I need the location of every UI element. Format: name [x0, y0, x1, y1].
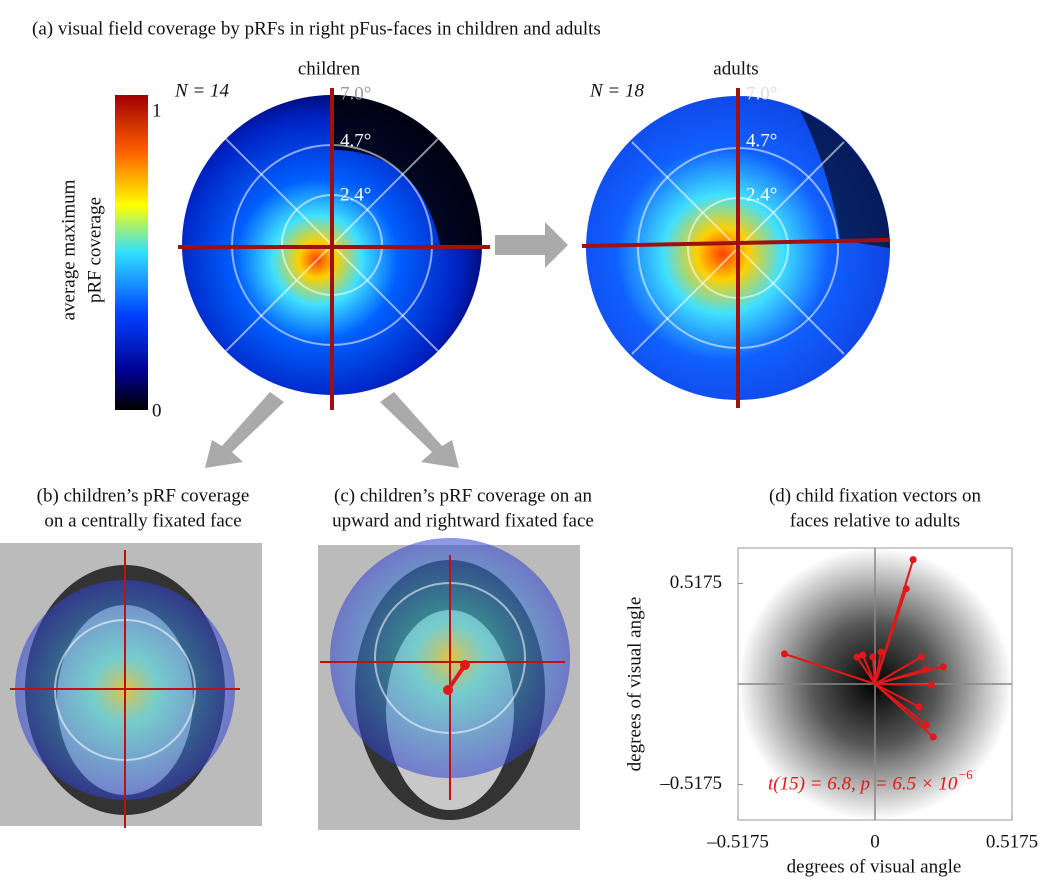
panel-d-title: faces relative to adults	[790, 510, 960, 531]
colorbar-label: average maximum	[58, 179, 79, 320]
y-tick-label: –0.5175	[659, 773, 722, 794]
vector-tip	[903, 585, 910, 592]
panel-a-title: (a) visual field coverage by pRFs in rig…	[32, 18, 601, 39]
colorbar-tick: 1	[152, 100, 162, 121]
adults-map	[582, 88, 890, 408]
arrow	[495, 222, 568, 268]
x-tick-label: –0.5175	[706, 831, 769, 852]
face-b	[0, 543, 262, 828]
vector-tip	[910, 556, 917, 563]
vector-tip	[916, 703, 923, 710]
panel-c-title: (c) children’s pRF coverage on an	[334, 485, 592, 506]
vector-tip	[869, 653, 876, 660]
face-c	[318, 538, 580, 830]
colorbar	[115, 95, 148, 410]
group-label: children	[298, 58, 361, 79]
vector-tip	[928, 681, 935, 688]
colorbar-tick: 0	[152, 400, 162, 421]
vector-tip	[878, 648, 885, 655]
ring-label: 2.4°	[340, 184, 371, 205]
panel-d-title: (d) child fixation vectors on	[769, 485, 982, 506]
ring-label: 7.0°	[340, 83, 371, 104]
panel-c-title: upward and rightward fixated face	[332, 510, 594, 531]
figure: (a) visual field coverage by pRFs in rig…	[0, 0, 1040, 881]
vector-tip	[930, 734, 937, 741]
ring-label: 4.7°	[340, 130, 371, 151]
ring-label: 7.0°	[746, 83, 777, 104]
n-label: N = 14	[174, 80, 229, 101]
ring-label: 2.4°	[746, 184, 777, 205]
annotation: t(15) = 6.8, p = 6.5 × 10	[768, 773, 958, 794]
vector-tip	[923, 721, 930, 728]
vector-tip	[940, 663, 947, 670]
x-tick-label: 0.5175	[986, 831, 1038, 852]
group-label: adults	[713, 58, 758, 79]
vector-tip	[918, 653, 925, 660]
colorbar-label: pRF coverage	[84, 197, 105, 303]
vector-tip	[781, 650, 788, 657]
annotation-exponent: −6	[959, 767, 973, 782]
n-label: N = 18	[589, 80, 644, 101]
children-map	[178, 88, 490, 410]
ring-label: 4.7°	[746, 130, 777, 151]
x-tick-label: 0	[870, 831, 880, 852]
arrow	[205, 392, 284, 468]
y-tick-label: 0.5175	[670, 572, 722, 593]
vector	[875, 684, 931, 685]
panel-b-title: (b) children’s pRF coverage	[37, 485, 250, 506]
panel-b-title: on a centrally fixated face	[44, 510, 241, 531]
vector-tip	[859, 652, 866, 659]
y-axis-label: degrees of visual angle	[624, 597, 645, 772]
x-axis-label: degrees of visual angle	[787, 856, 962, 877]
arrow	[380, 392, 459, 468]
